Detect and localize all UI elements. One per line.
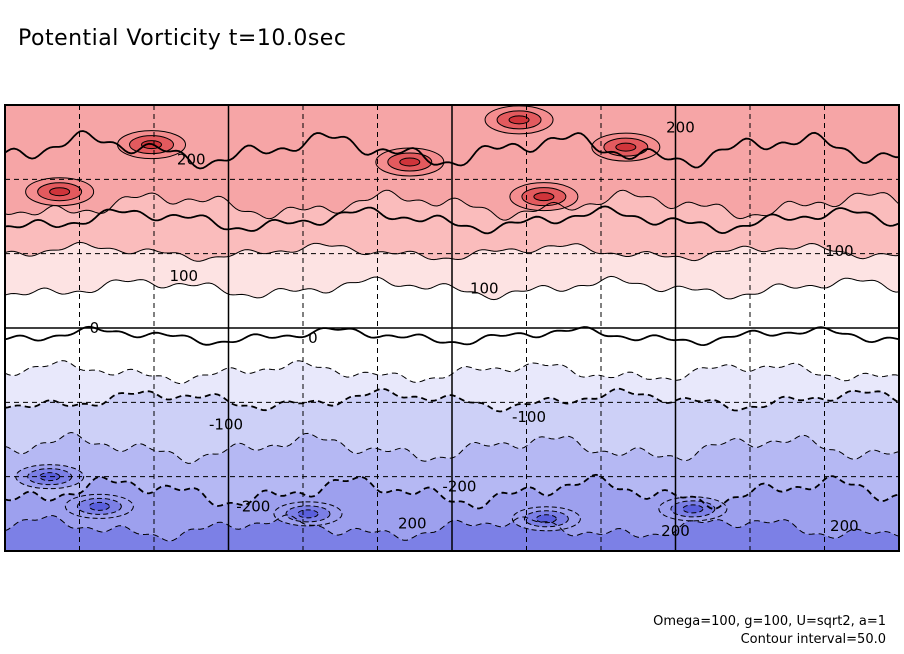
contour-label: 200 bbox=[830, 517, 859, 535]
negative-vortex bbox=[88, 501, 110, 511]
contour-label: 100 bbox=[470, 279, 499, 297]
footer-interval: Contour interval=50.0 bbox=[740, 632, 886, 647]
contour-label: -200 bbox=[442, 478, 476, 496]
chart-title: Potential Vorticity t=10.0sec bbox=[18, 26, 347, 51]
contour-label: -200 bbox=[236, 497, 270, 515]
contour-label: 200 bbox=[398, 515, 427, 533]
negative-vortex bbox=[682, 504, 704, 514]
contour-label: -100 bbox=[512, 408, 546, 426]
vortex-group bbox=[15, 105, 728, 532]
contour-label: 200 bbox=[661, 522, 690, 540]
footer-params: Omega=100, g=100, U=sqrt2, a=1 bbox=[653, 614, 886, 629]
grid-lines bbox=[5, 105, 899, 551]
positive-vortex bbox=[533, 192, 555, 202]
negative-vortex bbox=[535, 514, 557, 524]
contour-label: 0 bbox=[308, 329, 318, 347]
positive-vortex bbox=[508, 115, 530, 125]
contour-label: 200 bbox=[666, 118, 695, 136]
contour-label: 200 bbox=[177, 151, 206, 169]
plot-frame bbox=[4, 104, 900, 552]
positive-vortex bbox=[49, 187, 71, 197]
positive-vortex bbox=[615, 142, 637, 152]
contour-labels: 200 200 100 100 100 0 0 -100 -100 -200 -200 200 200 2… bbox=[90, 118, 859, 540]
contour-label: 0 bbox=[90, 319, 100, 337]
contour-label: 100 bbox=[169, 267, 198, 285]
contour-label: 100 bbox=[825, 242, 854, 260]
negative-vortex bbox=[297, 509, 319, 519]
positive-vortex bbox=[399, 157, 421, 167]
contour-label: -100 bbox=[209, 416, 243, 434]
